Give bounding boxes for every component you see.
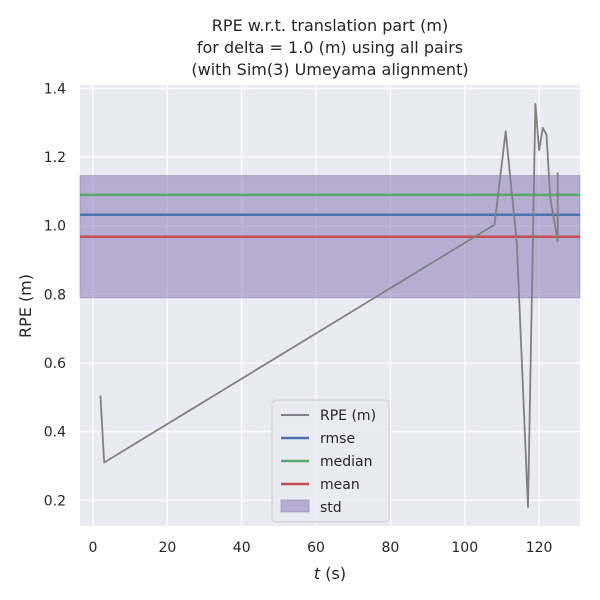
y-tick-label: 0.6 (44, 356, 66, 372)
legend-item-median: median (281, 454, 372, 470)
chart-title-line-1: RPE w.r.t. translation part (m) (212, 16, 448, 35)
chart-title-line-3: (with Sim(3) Umeyama alignment) (191, 60, 468, 79)
series-layer (99, 103, 559, 509)
y-tick-label: 0.4 (44, 425, 66, 441)
legend-swatch-std (280, 499, 310, 513)
x-tick-label: 0 (89, 540, 98, 556)
chart-title: RPE w.r.t. translation part (m) for delt… (191, 16, 468, 79)
y-tick-label: 0.2 (44, 493, 66, 509)
x-tick-label: 60 (307, 540, 325, 556)
x-tick-label: 80 (381, 540, 399, 556)
y-tick-label: 1.0 (44, 219, 66, 235)
series-line-rpe (99, 103, 559, 509)
x-tick-labels: 0 20 40 60 80 100 120 (89, 540, 553, 556)
legend-label-mean: mean (320, 477, 360, 493)
x-tick-label: 100 (451, 540, 478, 556)
y-tick-label: 0.8 (44, 287, 66, 303)
y-tick-labels: 0.2 0.4 0.6 0.8 1.0 1.2 1.4 (44, 81, 66, 509)
legend-label-rpe: RPE (m) (320, 408, 376, 424)
stat-lines-layer (80, 193, 580, 238)
y-tick-label: 1.2 (44, 150, 66, 166)
y-tick-label: 1.4 (44, 81, 66, 97)
x-axis-label: t (s) (314, 564, 346, 583)
chart-title-line-2: for delta = 1.0 (m) using all pairs (197, 38, 463, 57)
legend-label-rmse: rmse (320, 431, 355, 447)
x-tick-label: 20 (158, 540, 176, 556)
legend-item-rmse: rmse (281, 431, 355, 447)
legend-item-std: std (280, 499, 342, 516)
legend-item-rpe: RPE (m) (281, 408, 376, 424)
legend-item-mean: mean (281, 477, 360, 493)
x-tick-label: 40 (233, 540, 251, 556)
y-axis-label: RPE (m) (16, 274, 35, 338)
x-tick-label: 120 (526, 540, 553, 556)
legend-label-std: std (320, 500, 342, 516)
legend-label-median: median (320, 454, 372, 470)
x-axis-label-variable: t (314, 564, 321, 583)
x-axis-label-unit: (s) (320, 564, 346, 583)
legend: RPE (m) rmse median mean std (271, 399, 390, 523)
legend-box (271, 399, 390, 523)
